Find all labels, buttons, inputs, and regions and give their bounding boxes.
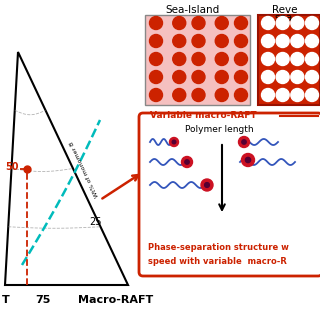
Circle shape bbox=[238, 137, 250, 148]
Text: Reve: Reve bbox=[272, 5, 298, 15]
Text: Sea-Island: Sea-Island bbox=[165, 5, 219, 15]
Text: T: T bbox=[2, 295, 10, 305]
Circle shape bbox=[235, 52, 247, 66]
Circle shape bbox=[306, 70, 318, 84]
Circle shape bbox=[192, 89, 205, 101]
Circle shape bbox=[173, 89, 186, 101]
Text: Macro-RAFT: Macro-RAFT bbox=[78, 295, 153, 305]
Text: Phase-separation structure w: Phase-separation structure w bbox=[148, 243, 289, 252]
Circle shape bbox=[235, 70, 247, 84]
Text: sea-: sea- bbox=[274, 13, 296, 23]
Circle shape bbox=[261, 70, 275, 84]
Circle shape bbox=[235, 89, 247, 101]
Circle shape bbox=[291, 17, 304, 29]
Circle shape bbox=[192, 52, 205, 66]
Circle shape bbox=[149, 17, 163, 29]
Circle shape bbox=[291, 52, 304, 66]
Circle shape bbox=[172, 140, 176, 144]
Circle shape bbox=[215, 17, 228, 29]
Circle shape bbox=[149, 89, 163, 101]
Circle shape bbox=[235, 17, 247, 29]
FancyBboxPatch shape bbox=[258, 15, 320, 105]
Circle shape bbox=[306, 89, 318, 101]
Circle shape bbox=[276, 70, 289, 84]
Text: 50: 50 bbox=[6, 162, 19, 172]
Text: Polymer length: Polymer length bbox=[185, 125, 254, 134]
Text: 25: 25 bbox=[89, 217, 102, 227]
Circle shape bbox=[235, 35, 247, 47]
Circle shape bbox=[173, 17, 186, 29]
Circle shape bbox=[215, 35, 228, 47]
Circle shape bbox=[149, 52, 163, 66]
Circle shape bbox=[215, 52, 228, 66]
Circle shape bbox=[170, 138, 179, 147]
Circle shape bbox=[173, 35, 186, 47]
Circle shape bbox=[215, 89, 228, 101]
Circle shape bbox=[261, 89, 275, 101]
Circle shape bbox=[306, 52, 318, 66]
Circle shape bbox=[201, 179, 213, 191]
Circle shape bbox=[291, 89, 304, 101]
Circle shape bbox=[149, 70, 163, 84]
Circle shape bbox=[242, 140, 246, 144]
Circle shape bbox=[276, 35, 289, 47]
Circle shape bbox=[261, 52, 275, 66]
Circle shape bbox=[192, 17, 205, 29]
Circle shape bbox=[192, 70, 205, 84]
Text: Variable macro-RAFT: Variable macro-RAFT bbox=[150, 111, 257, 121]
Circle shape bbox=[306, 35, 318, 47]
Circle shape bbox=[149, 35, 163, 47]
Circle shape bbox=[181, 156, 193, 167]
Circle shape bbox=[306, 17, 318, 29]
Circle shape bbox=[204, 183, 209, 188]
Circle shape bbox=[185, 160, 189, 164]
Circle shape bbox=[276, 17, 289, 29]
Circle shape bbox=[242, 154, 254, 166]
Text: speed with variable  macro-R: speed with variable macro-R bbox=[148, 258, 287, 267]
FancyBboxPatch shape bbox=[139, 113, 320, 276]
Circle shape bbox=[291, 35, 304, 47]
Circle shape bbox=[245, 157, 251, 163]
FancyBboxPatch shape bbox=[145, 15, 250, 105]
Circle shape bbox=[192, 35, 205, 47]
Circle shape bbox=[261, 17, 275, 29]
Circle shape bbox=[215, 70, 228, 84]
Text: Wt% of monomer B: Wt% of monomer B bbox=[70, 140, 100, 197]
Circle shape bbox=[261, 35, 275, 47]
Circle shape bbox=[276, 52, 289, 66]
Circle shape bbox=[276, 89, 289, 101]
Circle shape bbox=[173, 52, 186, 66]
Circle shape bbox=[291, 70, 304, 84]
Circle shape bbox=[173, 70, 186, 84]
Text: 75: 75 bbox=[35, 295, 50, 305]
